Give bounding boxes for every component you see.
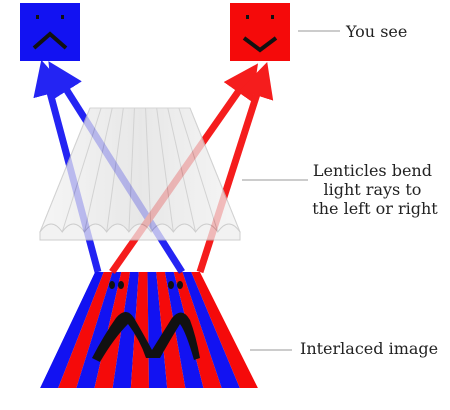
lens-ridge (178, 107, 219, 233)
label-lenticles-line-3: the left or right (312, 199, 438, 218)
lens-ridge (83, 107, 113, 233)
lens-ridge (128, 107, 135, 233)
lens-ridge (39, 107, 91, 233)
label-lenticles-line-2: light rays to (324, 180, 422, 199)
lens-ridge (106, 107, 124, 233)
hidden-eye-right-1 (168, 281, 174, 289)
lens-ridge (61, 107, 102, 233)
lens-bumps (39, 223, 241, 241)
interlaced-faces (92, 281, 200, 362)
hidden-eye-right-2 (177, 281, 183, 289)
stripe (173, 272, 222, 388)
stripe (58, 272, 113, 388)
stripe (112, 272, 139, 388)
label-lenticles-line-1: Lenticles bend (313, 161, 432, 180)
stripe (40, 272, 104, 388)
smile-face-icon (242, 15, 278, 53)
stripe (191, 272, 258, 388)
leader-lines (242, 30, 340, 351)
face-left (20, 3, 80, 61)
interlaced-stripes (40, 272, 258, 388)
interlaced-image (40, 272, 258, 388)
label-lenticles: Lenticles bend light rays to the left or… (312, 161, 438, 218)
frown-face-icon (32, 15, 68, 50)
label-you-see: You see (345, 22, 407, 41)
hidden-mouth-zigzag (92, 312, 200, 362)
hidden-eye-left-2 (118, 281, 124, 289)
face-right (230, 3, 290, 61)
hidden-eye-left-1 (109, 281, 115, 289)
label-interlaced-image: Interlaced image (300, 339, 438, 358)
stripe (76, 272, 122, 388)
lens-ridge (156, 107, 174, 233)
lens-ridge (189, 107, 241, 233)
lens-ridge (145, 107, 152, 233)
lens-ridge (167, 107, 197, 233)
lens-ridges (39, 107, 241, 233)
stripe (182, 272, 240, 388)
lenticular-lens (39, 107, 241, 241)
stripe (147, 272, 168, 388)
